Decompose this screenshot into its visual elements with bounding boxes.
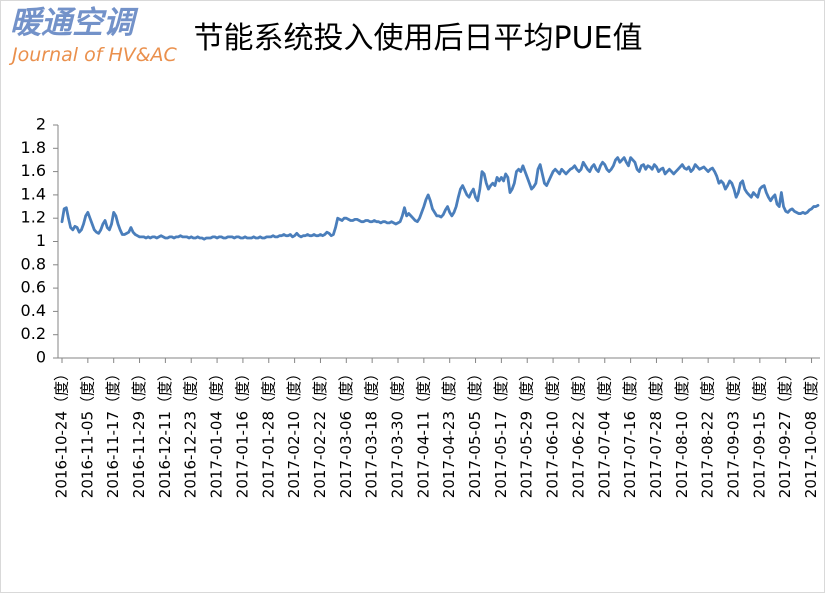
y-tick-label: 1.8 <box>21 138 46 157</box>
y-tick-label: 1.6 <box>21 161 46 180</box>
x-tick-label: 2017-10-08（度） <box>802 366 820 498</box>
x-tick-label: 2017-06-10（度） <box>544 366 562 498</box>
x-tick-label: 2017-04-11（度） <box>414 366 432 498</box>
y-tick-label: 1.4 <box>21 184 46 203</box>
y-tick-label: 0.2 <box>21 324 46 343</box>
y-tick-label: 0 <box>36 348 46 367</box>
x-tick-label: 2017-01-16（度） <box>233 366 251 498</box>
y-tick-label: 1 <box>36 231 46 250</box>
data-line <box>60 156 820 241</box>
y-tick-label: 0.4 <box>21 301 46 320</box>
x-tick-label: 2017-08-22（度） <box>699 366 717 498</box>
y-tick-label: 1.2 <box>21 208 46 227</box>
x-tick-label: 2017-03-06（度） <box>337 366 355 498</box>
chart-title: 节能系统投入使用后日平均PUE值 <box>193 21 642 56</box>
logo-subtitle: Journal of HV&AC <box>8 44 178 66</box>
x-tick-label: 2017-05-17（度） <box>492 366 510 498</box>
x-tick-label: 2017-01-28（度） <box>259 366 277 498</box>
x-tick-label: 2017-03-30（度） <box>389 366 407 498</box>
x-tick-label: 2016-12-11（度） <box>156 366 174 498</box>
x-tick-label: 2017-06-22（度） <box>569 366 587 498</box>
x-tick-label: 2016-11-17（度） <box>104 366 122 498</box>
y-tick-label: 2 <box>36 115 46 134</box>
x-tick-label: 2017-04-23（度） <box>440 366 458 498</box>
x-tick-label: 2017-08-10（度） <box>673 366 691 498</box>
x-tick-label: 2017-01-04（度） <box>208 366 226 498</box>
logo-title: 暖通空调 <box>10 5 139 41</box>
x-tick-label: 2017-02-10（度） <box>285 366 303 498</box>
x-tick-label: 2017-09-27（度） <box>776 366 794 498</box>
y-tick-label: 0.6 <box>21 278 46 297</box>
x-tick-label: 2016-10-24（度） <box>53 366 71 498</box>
x-tick-label: 2016-11-05（度） <box>78 366 96 498</box>
x-tick-label: 2017-09-15（度） <box>750 366 768 498</box>
x-tick-label: 2017-05-05（度） <box>466 366 484 498</box>
x-tick-label: 2017-03-18（度） <box>363 366 381 498</box>
x-tick-label: 2017-05-29（度） <box>518 366 536 498</box>
x-tick-label: 2017-07-28（度） <box>647 366 665 498</box>
y-tick-label: 0.8 <box>21 254 46 273</box>
x-tick-label: 2017-02-22（度） <box>311 366 329 498</box>
x-tick-label: 2016-12-23（度） <box>182 366 200 498</box>
x-tick-label: 2016-11-29（度） <box>130 366 148 498</box>
x-tick-label: 2017-09-03（度） <box>725 366 743 498</box>
x-tick-label: 2017-07-16（度） <box>621 366 639 498</box>
x-tick-label: 2017-07-04（度） <box>595 366 613 498</box>
